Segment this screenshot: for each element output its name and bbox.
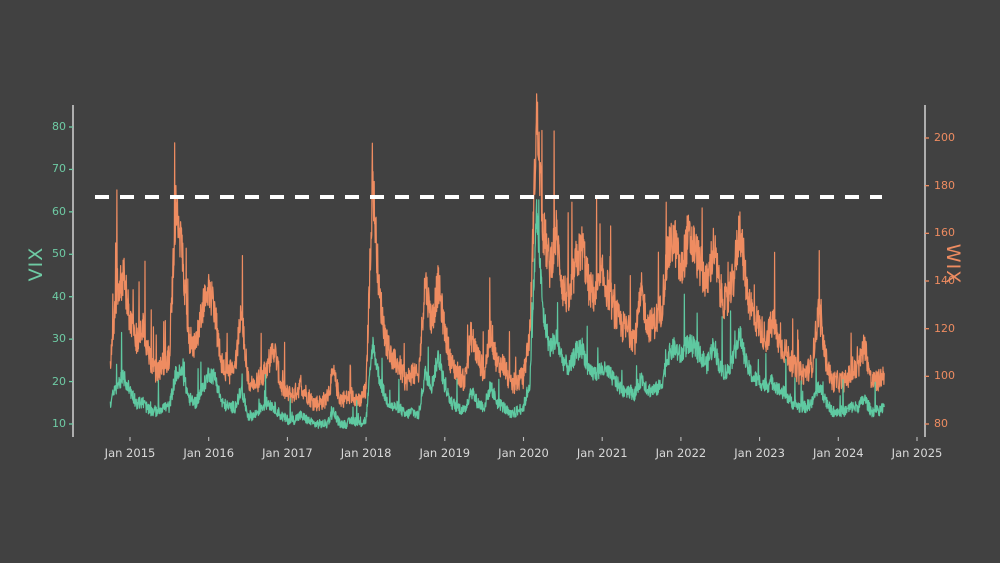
- x-axis-tick-label: Jan 2023: [734, 446, 785, 460]
- y-axis-right-tick-label: 80: [934, 417, 948, 430]
- x-axis-tick-label: Jan 2019: [419, 446, 471, 460]
- x-axis-tick-label: Jan 2016: [183, 446, 235, 460]
- x-axis-tick-label: Jan 2017: [262, 446, 313, 460]
- x-axis-tick-label: Jan 2020: [498, 446, 549, 460]
- x-axis-tick-label: Jan 2018: [340, 446, 392, 460]
- x-axis-tick-label: Jan 2021: [576, 446, 628, 460]
- y-axis-right-tick-label: 140: [934, 274, 955, 287]
- y-axis-right-tick-label: 180: [934, 178, 955, 192]
- x-axis-tick-label: Jan 2022: [655, 446, 707, 460]
- x-axis-tick-label: Jan 2025: [891, 446, 943, 460]
- x-axis-tick-label: Jan 2024: [812, 446, 864, 460]
- x-axis-tick-label: Jan 2015: [104, 446, 156, 460]
- y-axis-right-tick-label: 100: [934, 369, 955, 383]
- y-axis-right-tick-label: 160: [934, 226, 955, 240]
- y-axis-left-tick-label: 40: [52, 289, 66, 303]
- y-axis-left-tick-label: 10: [52, 417, 66, 430]
- series-line-vix: [109, 199, 885, 430]
- y-axis-left-tick-label: 50: [52, 247, 66, 261]
- y-axis-left-tick-label: 20: [52, 374, 66, 388]
- series-line-wix: [109, 93, 885, 412]
- y-axis-left-tick-label: 30: [52, 332, 66, 346]
- y-axis-right-tick-label: 120: [934, 321, 955, 335]
- y-axis-right-tick-label: 200: [934, 131, 955, 144]
- y-axis-left-tick-label: 70: [52, 162, 66, 176]
- y-axis-left-tick-label: 80: [52, 120, 66, 133]
- y-axis-left-tick-label: 60: [52, 204, 66, 218]
